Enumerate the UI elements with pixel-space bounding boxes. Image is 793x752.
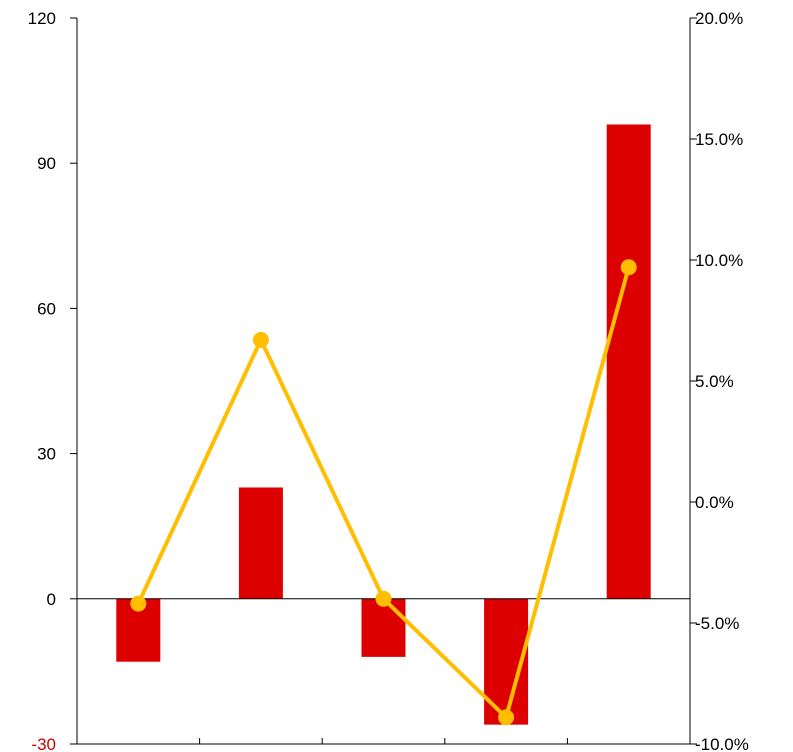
y-right-tick-label-4: 10.0%	[695, 251, 743, 270]
y-right-tick-label-6: 20.0%	[695, 9, 743, 28]
y-left-tick-label-5: 120	[28, 9, 56, 28]
y-left-tick-label-2: 30	[37, 445, 56, 464]
y-left-tick-label-4: 90	[37, 154, 56, 173]
y-right-tick-label-2: 0.0%	[695, 493, 734, 512]
line-point-2	[375, 590, 392, 607]
y-right-tick-label-5: 15.0%	[695, 130, 743, 149]
bar-1	[238, 487, 283, 599]
y-left-tick-label-1: 0	[47, 590, 56, 609]
y-right-tick-label-1: -5.0%	[695, 614, 739, 633]
y-right-tick-label-3: 5.0%	[695, 372, 734, 391]
line-point-4	[620, 259, 637, 276]
bar-4	[606, 124, 651, 599]
y-left-tick-label-0: -30	[31, 735, 56, 752]
line-point-3	[498, 709, 515, 726]
y-left-tick-label-3: 60	[37, 299, 56, 318]
y-right-tick-label-0: -10.0%	[695, 735, 749, 752]
line-point-0	[130, 595, 147, 612]
line-point-1	[252, 331, 269, 348]
bar-2	[361, 598, 406, 657]
